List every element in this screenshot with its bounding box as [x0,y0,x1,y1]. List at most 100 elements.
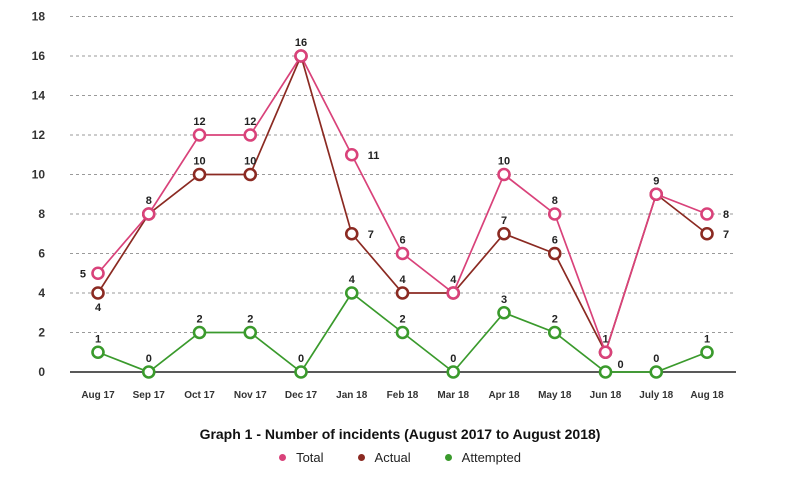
legend-label-actual: Actual [374,450,411,465]
legend-dot-total-icon [279,454,287,461]
data-point-attempted [497,305,511,320]
chart-legend: Total Actual Attempted [0,450,800,465]
series-line-total [97,54,708,355]
data-label-total: 1 [602,333,608,345]
data-label-attempted: 3 [501,294,507,306]
data-point-actual [547,246,562,261]
data-point-attempted [598,365,613,379]
x-tick-label: Apr 18 [488,390,520,401]
data-point-attempted [141,365,156,379]
data-label-total: 12 [244,116,256,128]
data-point-attempted [395,325,410,340]
data-label-actual: 10 [244,156,256,168]
data-label-attempted: 0 [450,353,456,365]
data-point-attempted [547,325,562,340]
data-point-actual [497,226,511,241]
y-tick-label: 10 [32,168,46,182]
legend-item-attempted: Attempted [444,450,521,465]
data-label-actual: 6 [552,235,558,247]
data-point-total [395,246,410,261]
x-tick-label: Dec 17 [285,390,318,401]
data-label-total: 10 [498,156,510,168]
legend-item-total: Total [279,450,324,465]
legend-label-attempted: Attempted [461,450,521,465]
x-tick-label: Jan 18 [336,390,368,401]
data-point-actual [192,167,207,182]
data-point-total [446,286,461,300]
data-label-attempted: 2 [247,314,253,326]
y-tick-label: 0 [38,365,45,379]
legend-dot-attempted-icon [444,454,452,461]
data-point-total [91,266,105,281]
x-tick-label: Aug 17 [81,390,115,401]
data-label-attempted: 0 [618,359,624,371]
data-point-total [547,207,562,221]
x-tick-label: Nov 17 [234,390,267,401]
x-tick-label: July 18 [639,390,673,401]
data-label-total: 16 [295,37,307,49]
data-label-attempted: 2 [196,314,202,326]
data-point-attempted [649,365,664,379]
data-point-actual [700,226,714,241]
data-label-total: 8 [146,195,152,207]
data-point-attempted [294,365,308,379]
data-point-attempted [344,286,359,300]
x-tick-label: May 18 [538,390,572,401]
data-point-attempted [700,345,714,360]
data-label-actual: 7 [501,215,507,227]
x-tick-label: Jun 18 [590,390,622,401]
y-tick-label: 12 [32,128,46,142]
data-point-actual [91,286,105,300]
legend-dot-actual-icon [357,454,365,461]
series-lines [91,49,714,379]
data-point-actual [395,286,410,300]
y-tick-label: 8 [38,207,45,221]
data-label-total: 8 [723,209,729,221]
y-tick-label: 16 [32,49,46,63]
data-label-attempted: 0 [298,353,304,365]
data-label-actual: 4 [399,274,406,286]
data-point-total [141,207,156,221]
y-tick-label: 18 [32,10,46,24]
data-label-total: 4 [450,274,457,286]
x-tick-label: Aug 18 [690,390,724,401]
data-point-total [344,147,359,162]
data-point-total [649,187,664,202]
data-point-total [700,207,714,221]
data-label-attempted: 0 [653,353,659,365]
x-tick-label: Mar 18 [437,390,469,401]
y-tick-label: 6 [38,247,45,261]
legend-label-total: Total [296,450,324,465]
data-point-total [243,128,258,142]
data-label-actual: 10 [193,156,205,168]
x-tick-label: Sep 17 [133,390,166,401]
chart-title: Graph 1 - Number of incidents (August 20… [199,426,601,442]
data-label-actual: 7 [723,229,729,241]
data-label-attempted: 2 [552,314,558,326]
data-point-actual [344,226,359,241]
data-point-total [598,345,613,360]
data-point-total [192,128,207,142]
data-label-actual: 4 [95,302,102,314]
series-line-actual [97,53,708,355]
x-tick-label: Oct 17 [184,390,215,401]
data-point-attempted [243,325,258,340]
data-label-attempted: 4 [349,274,356,286]
y-tick-label: 2 [38,326,45,340]
data-label-total: 8 [552,195,558,207]
data-point-attempted [91,345,105,360]
y-tick-label: 14 [32,89,46,103]
data-label-total: 12 [193,116,205,128]
data-point-total [497,167,511,182]
grid-lines [70,16,736,333]
legend-item-actual: Actual [357,450,411,465]
data-point-attempted [446,365,461,379]
x-tick-label: Feb 18 [387,390,419,401]
data-label-attempted: 2 [399,314,405,326]
data-label-total: 9 [653,175,659,187]
y-tick-label: 4 [38,286,45,300]
data-point-actual [243,167,258,182]
